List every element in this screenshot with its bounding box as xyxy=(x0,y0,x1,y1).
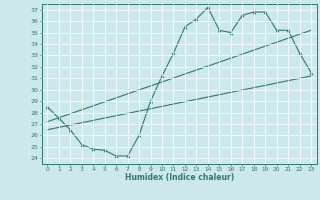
X-axis label: Humidex (Indice chaleur): Humidex (Indice chaleur) xyxy=(124,173,234,182)
